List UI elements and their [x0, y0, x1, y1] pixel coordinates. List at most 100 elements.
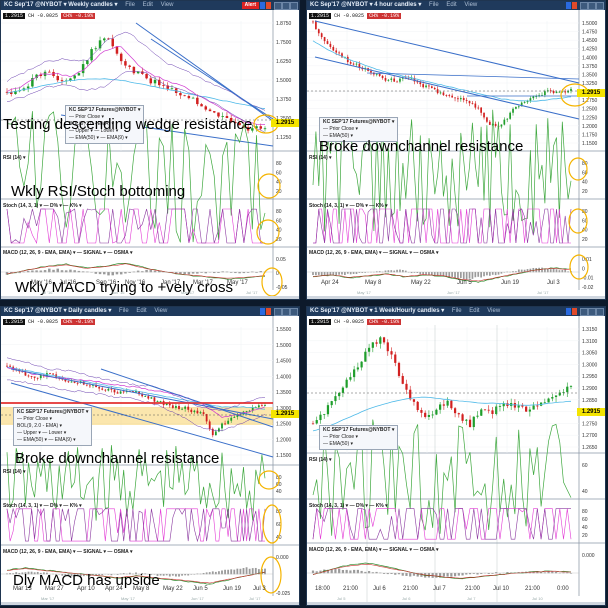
candle-body [101, 388, 104, 390]
osma-bar [242, 272, 246, 274]
candle-body [315, 420, 318, 424]
instrument-legend[interactable]: KC SEP'17 Futures@NYBOT ▾ — Prior Close … [319, 117, 399, 142]
menu-file[interactable]: File [429, 2, 439, 8]
weekly-chart-canvas: 1.87501.75001.62501.50001.37501.25001.12… [1, 10, 299, 297]
sell-button[interactable] [572, 2, 577, 9]
menu-file[interactable]: File [451, 308, 462, 314]
buy-button[interactable] [260, 308, 265, 315]
minimize-icon[interactable] [580, 2, 588, 10]
time-scrollbar[interactable] [1, 296, 299, 299]
menu-view[interactable]: View [464, 2, 478, 8]
stoch-label[interactable]: Stoch (14, 3, 1) ▾ — D% ▾ — K% ▾ [3, 503, 82, 509]
menu-view[interactable]: View [154, 308, 168, 314]
y-tick: 1.2950 [582, 374, 598, 380]
osma-bar [95, 574, 97, 576]
macd-label[interactable]: MACD (12, 26, 9 - EMA, EMA) ▾ — SIGNAL ▾… [3, 250, 133, 256]
stoch-label[interactable]: Stoch (14, 3, 1) ▾ — D% ▾ — K% ▾ [309, 503, 388, 509]
daily-chart-window[interactable]: KC Sep'17 @NYBOT ▾ Daily candles ▾ File … [0, 306, 300, 606]
osma-bar [364, 272, 367, 273]
stoch-label[interactable]: Stoch (14, 3, 1) ▾ — D% ▾ — K% ▾ [309, 203, 388, 209]
time-scrollbar[interactable] [1, 602, 299, 605]
candle-body [401, 375, 404, 384]
window-titlebar[interactable]: KC Sep'17 @NYBOT ▾ 4 hour candles ▾ File… [307, 1, 605, 10]
minimize-icon[interactable] [580, 308, 588, 316]
close-icon[interactable] [596, 2, 604, 10]
candle-body [526, 100, 529, 103]
minimize-icon[interactable] [274, 2, 282, 10]
maximize-icon[interactable] [282, 2, 290, 10]
quote-strip: 1.2915 CH -0.0025 CH% -0.19% [3, 12, 96, 20]
window-titlebar[interactable]: KC Sep'17 @NYBOT ▾ Daily candles ▾ File … [1, 307, 299, 316]
osma-bar [344, 272, 346, 275]
current-price-tag: 1.2915 [577, 89, 605, 97]
menu-edit[interactable]: Edit [446, 2, 457, 8]
macd-label[interactable]: MACD (12, 26, 9 - EMA, EMA) ▾ — SIGNAL ▾… [3, 549, 133, 555]
menu-file[interactable]: File [119, 308, 129, 314]
menu-edit[interactable]: Edit [136, 308, 147, 314]
sell-button[interactable] [266, 2, 271, 9]
rsi-label[interactable]: RSI (14) ▾ [309, 155, 332, 161]
stoch-label[interactable]: Stoch (14, 3, 1) ▾ — D% ▾ — K% ▾ [3, 203, 82, 209]
menu-file[interactable]: File [125, 2, 135, 8]
osma-bar [488, 272, 491, 276]
candle-body [483, 409, 487, 411]
close-icon[interactable] [596, 308, 604, 316]
buy-button[interactable] [260, 2, 265, 9]
time-scrollbar[interactable] [307, 296, 605, 299]
candle-body [509, 112, 511, 119]
overview-axis: Jul 5 Jul 6 Jul 7 Jul 10 [307, 596, 579, 602]
rsi-label[interactable]: RSI (14) ▾ [3, 155, 26, 161]
ema50-line [312, 40, 572, 102]
candle-body [251, 407, 254, 411]
macd-label[interactable]: MACD (12, 26, 9 - EMA, EMA) ▾ — SIGNAL ▾… [309, 547, 439, 553]
close-icon[interactable] [290, 308, 298, 316]
minimize-icon[interactable] [274, 308, 282, 316]
y-tick: 1.2650 [582, 445, 598, 451]
window-title: KC Sep'17 @NYBOT ▾ Weekly candles ▾ [4, 2, 118, 8]
osma-bar [338, 272, 340, 275]
window-titlebar[interactable]: KC Sep'17 @NYBOT ▾ Weekly candles ▾ File… [1, 1, 299, 10]
legend-head: KC SEP'17 Futures@NYBOT ▾ [323, 119, 395, 125]
candle-body [132, 391, 134, 393]
four-hour-chart-window[interactable]: KC Sep'17 @NYBOT ▾ 4 hour candles ▾ File… [306, 0, 606, 300]
instrument-legend[interactable]: KC SEP'17 Futures@NYBOT ▾ — Prior Close … [65, 105, 145, 144]
sell-button[interactable] [266, 308, 271, 315]
instrument-legend[interactable]: KC SEP'17 Futures@NYBOT ▾ — Prior Close … [13, 407, 93, 446]
candle-body [263, 128, 267, 130]
menu-view[interactable]: View [487, 308, 501, 314]
y-tick: 1.8750 [276, 21, 292, 27]
x-axis: 18:00 21:00 Jul 6 21:00 Jul 7 21:00 Jul … [307, 586, 579, 594]
maximize-icon[interactable] [588, 2, 596, 10]
osma-bar [569, 573, 573, 574]
osma-bar [149, 269, 153, 273]
y-tick: 1.5000 [276, 78, 292, 84]
osma-bar [450, 573, 453, 577]
close-icon[interactable] [290, 2, 298, 10]
maximize-icon[interactable] [282, 308, 290, 316]
hourly-chart-window[interactable]: KC Sep'17 @NYBOT ▾ 1 Week/Hourly candles… [306, 306, 606, 606]
alert-button[interactable]: Alert [241, 2, 259, 9]
candle-body [442, 92, 445, 96]
macd-tick: -0.01 [582, 276, 594, 282]
menu-edit[interactable]: Edit [469, 308, 480, 314]
instrument-legend[interactable]: KC SEP'17 Futures@NYBOT ▾ — Prior Close … [319, 425, 399, 450]
buy-button[interactable] [566, 308, 571, 315]
menu-edit[interactable]: Edit [142, 2, 153, 8]
osma-bar [407, 272, 410, 273]
weekly-chart-window[interactable]: KC Sep'17 @NYBOT ▾ Weekly candles ▾ File… [0, 0, 300, 300]
time-scrollbar[interactable] [307, 602, 605, 605]
annotation-wedge: Testing descending wedge resistance [3, 116, 253, 133]
menu-view[interactable]: View [160, 2, 174, 8]
candle-body [446, 400, 449, 406]
osma-bar [233, 569, 236, 575]
sell-button[interactable] [572, 308, 577, 315]
bollinger-upper [6, 31, 266, 111]
osma-bar [546, 268, 549, 273]
rsi-label[interactable]: RSI (14) ▾ [3, 469, 26, 475]
stoch-tick: 60 [582, 517, 588, 523]
rsi-label[interactable]: RSI (14) ▾ [309, 457, 332, 463]
macd-label[interactable]: MACD (12, 26, 9 - EMA, EMA) ▾ — SIGNAL ▾… [309, 250, 439, 256]
maximize-icon[interactable] [588, 308, 596, 316]
window-titlebar[interactable]: KC Sep'17 @NYBOT ▾ 1 Week/Hourly candles… [307, 307, 605, 316]
buy-button[interactable] [566, 2, 571, 9]
